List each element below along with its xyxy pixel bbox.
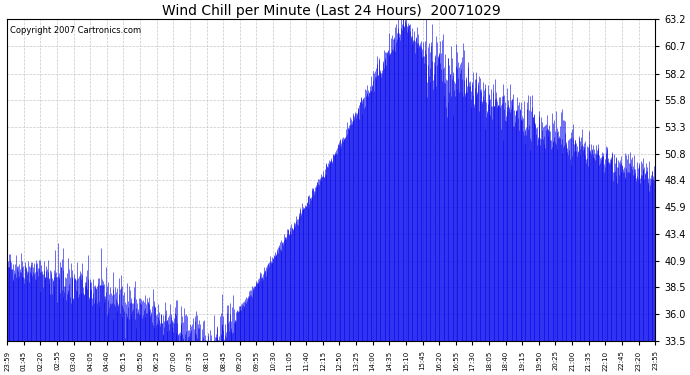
Text: Copyright 2007 Cartronics.com: Copyright 2007 Cartronics.com <box>10 26 141 35</box>
Title: Wind Chill per Minute (Last 24 Hours)  20071029: Wind Chill per Minute (Last 24 Hours) 20… <box>161 4 500 18</box>
